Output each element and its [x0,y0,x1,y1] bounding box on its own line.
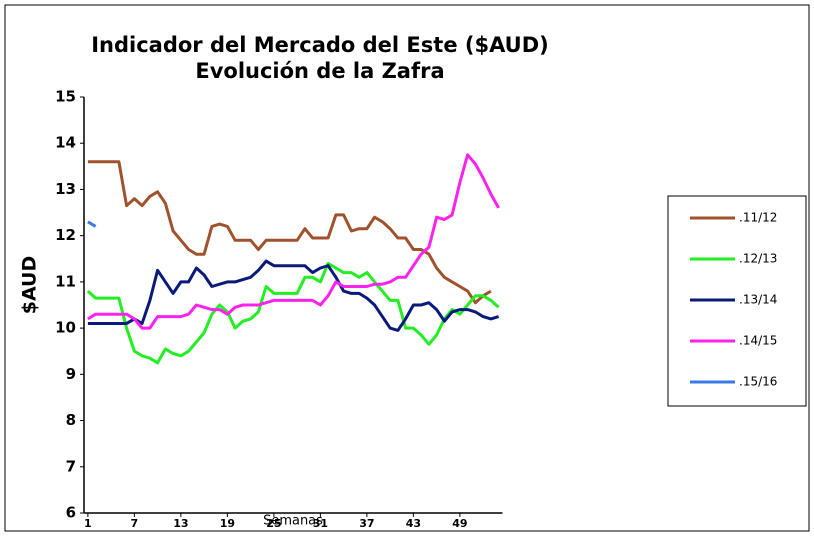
x-tick-label: 1 [84,517,92,530]
y-tick-label: 7 [66,457,76,475]
legend-box [667,195,807,407]
chart-title: Indicador del Mercado del Este ($AUD) [91,33,549,57]
x-tick-label: 49 [452,517,467,530]
x-tick-label: 19 [220,517,235,530]
y-tick-label: 13 [55,180,76,198]
y-tick-label: 14 [55,134,76,152]
y-tick-label: 8 [66,411,76,429]
y-tick-label: 9 [66,365,76,383]
legend-label: .15/16 [739,375,777,389]
y-tick-label: 10 [55,319,76,337]
series-line [87,259,500,332]
x-tick-label: 37 [359,517,374,530]
x-tick-label: 31 [313,517,328,530]
y-tick-label: 11 [55,272,76,290]
series-line [86,261,500,365]
y-tick-label: 15 [55,88,76,106]
x-axis-label: Semanas [263,514,323,529]
series-line [87,220,97,228]
x-tick-label: 13 [173,517,188,530]
y-tick-label: 6 [66,504,76,522]
chart-subtitle: Evolución de la Zafra [195,59,444,83]
legend-label: .12/13 [739,252,777,266]
x-tick-label: 43 [406,517,421,530]
series-line [87,153,500,330]
legend-label: .14/15 [739,334,777,348]
x-tick-label: 25 [266,517,281,530]
x-tick-label: 7 [131,517,139,530]
legend-label: .13/14 [739,293,777,307]
y-axis-label: $AUD [19,256,41,315]
legend-label: .11/12 [739,211,777,225]
y-tick-label: 12 [55,226,76,244]
